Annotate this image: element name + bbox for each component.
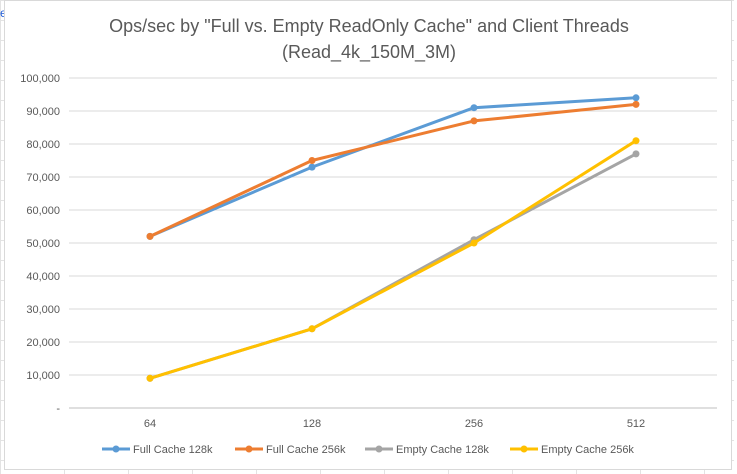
x-tick-label: 512 (627, 418, 645, 430)
x-tick-label: 64 (144, 418, 156, 430)
legend-swatch-marker (245, 445, 253, 453)
legend-label: Empty Cache 128k (396, 444, 489, 456)
chart-title-line-2: (Read_4k_150M_3M) (282, 42, 456, 63)
legend-label: Full Cache 256k (266, 444, 346, 456)
x-tick-label: 128 (303, 418, 321, 430)
chart-title: Ops/sec by "Full vs. Empty ReadOnly Cach… (109, 16, 629, 63)
y-tick-label: 50,000 (26, 238, 60, 250)
data-point (146, 374, 154, 382)
y-tick-label: - (56, 403, 60, 415)
series-empty-cache-256k (146, 137, 640, 382)
data-point (308, 163, 316, 171)
y-tick-label: 100,000 (20, 73, 60, 85)
series-full-cache-256k (146, 100, 640, 240)
y-tick-label: 90,000 (26, 106, 60, 118)
data-point (470, 104, 478, 112)
y-tick-label: 20,000 (26, 337, 60, 349)
series-line (148, 102, 638, 238)
y-tick-label: 80,000 (26, 139, 60, 151)
series-lines (146, 94, 640, 382)
series-full-cache-128k (146, 94, 640, 240)
data-point (146, 232, 154, 240)
data-point (632, 100, 640, 108)
data-point (308, 325, 316, 333)
series-line (148, 96, 638, 238)
legend-swatch-marker (375, 445, 383, 453)
x-tick-label: 256 (465, 418, 483, 430)
window-edge (734, 0, 737, 474)
legend-entry: Empty Cache 128k (365, 444, 489, 456)
chart-title-line-1: Ops/sec by "Full vs. Empty ReadOnly Cach… (109, 16, 629, 36)
series-line (148, 139, 638, 380)
y-tick-label: 60,000 (26, 205, 60, 217)
y-tick-label: 70,000 (26, 172, 60, 184)
gridlines (69, 77, 717, 409)
legend-swatch-marker (520, 445, 528, 453)
data-point (470, 117, 478, 125)
y-axis-ticks: - 10,000 20,000 30,000 40,000 50,000 60,000 70,… (20, 73, 60, 415)
legend-label: Full Cache 128k (133, 444, 213, 456)
legend-entry: Empty Cache 256k (510, 444, 634, 456)
legend-entry: Full Cache 256k (235, 444, 346, 456)
y-tick-label: 10,000 (26, 370, 60, 382)
data-point (632, 94, 640, 102)
legend-swatch-marker (112, 445, 120, 453)
cell-text-fragment: e (0, 6, 4, 20)
data-point (632, 137, 640, 145)
y-tick-label: 40,000 (26, 271, 60, 283)
y-tick-label: 30,000 (26, 304, 60, 316)
x-axis-ticks: 64 128 256 512 (144, 418, 645, 430)
data-point (470, 239, 478, 247)
legend-entry: Full Cache 128k (102, 444, 213, 456)
legend: Full Cache 128k Full Cache 256k Empty Cach… (102, 444, 634, 456)
chart-area[interactable]: Ops/sec by "Full vs. Empty ReadOnly Cach… (4, 0, 732, 470)
legend-label: Empty Cache 256k (541, 444, 634, 456)
line-chart: Ops/sec by "Full vs. Empty ReadOnly Cach… (20, 16, 717, 456)
data-point (632, 150, 640, 158)
data-point (308, 157, 316, 164)
